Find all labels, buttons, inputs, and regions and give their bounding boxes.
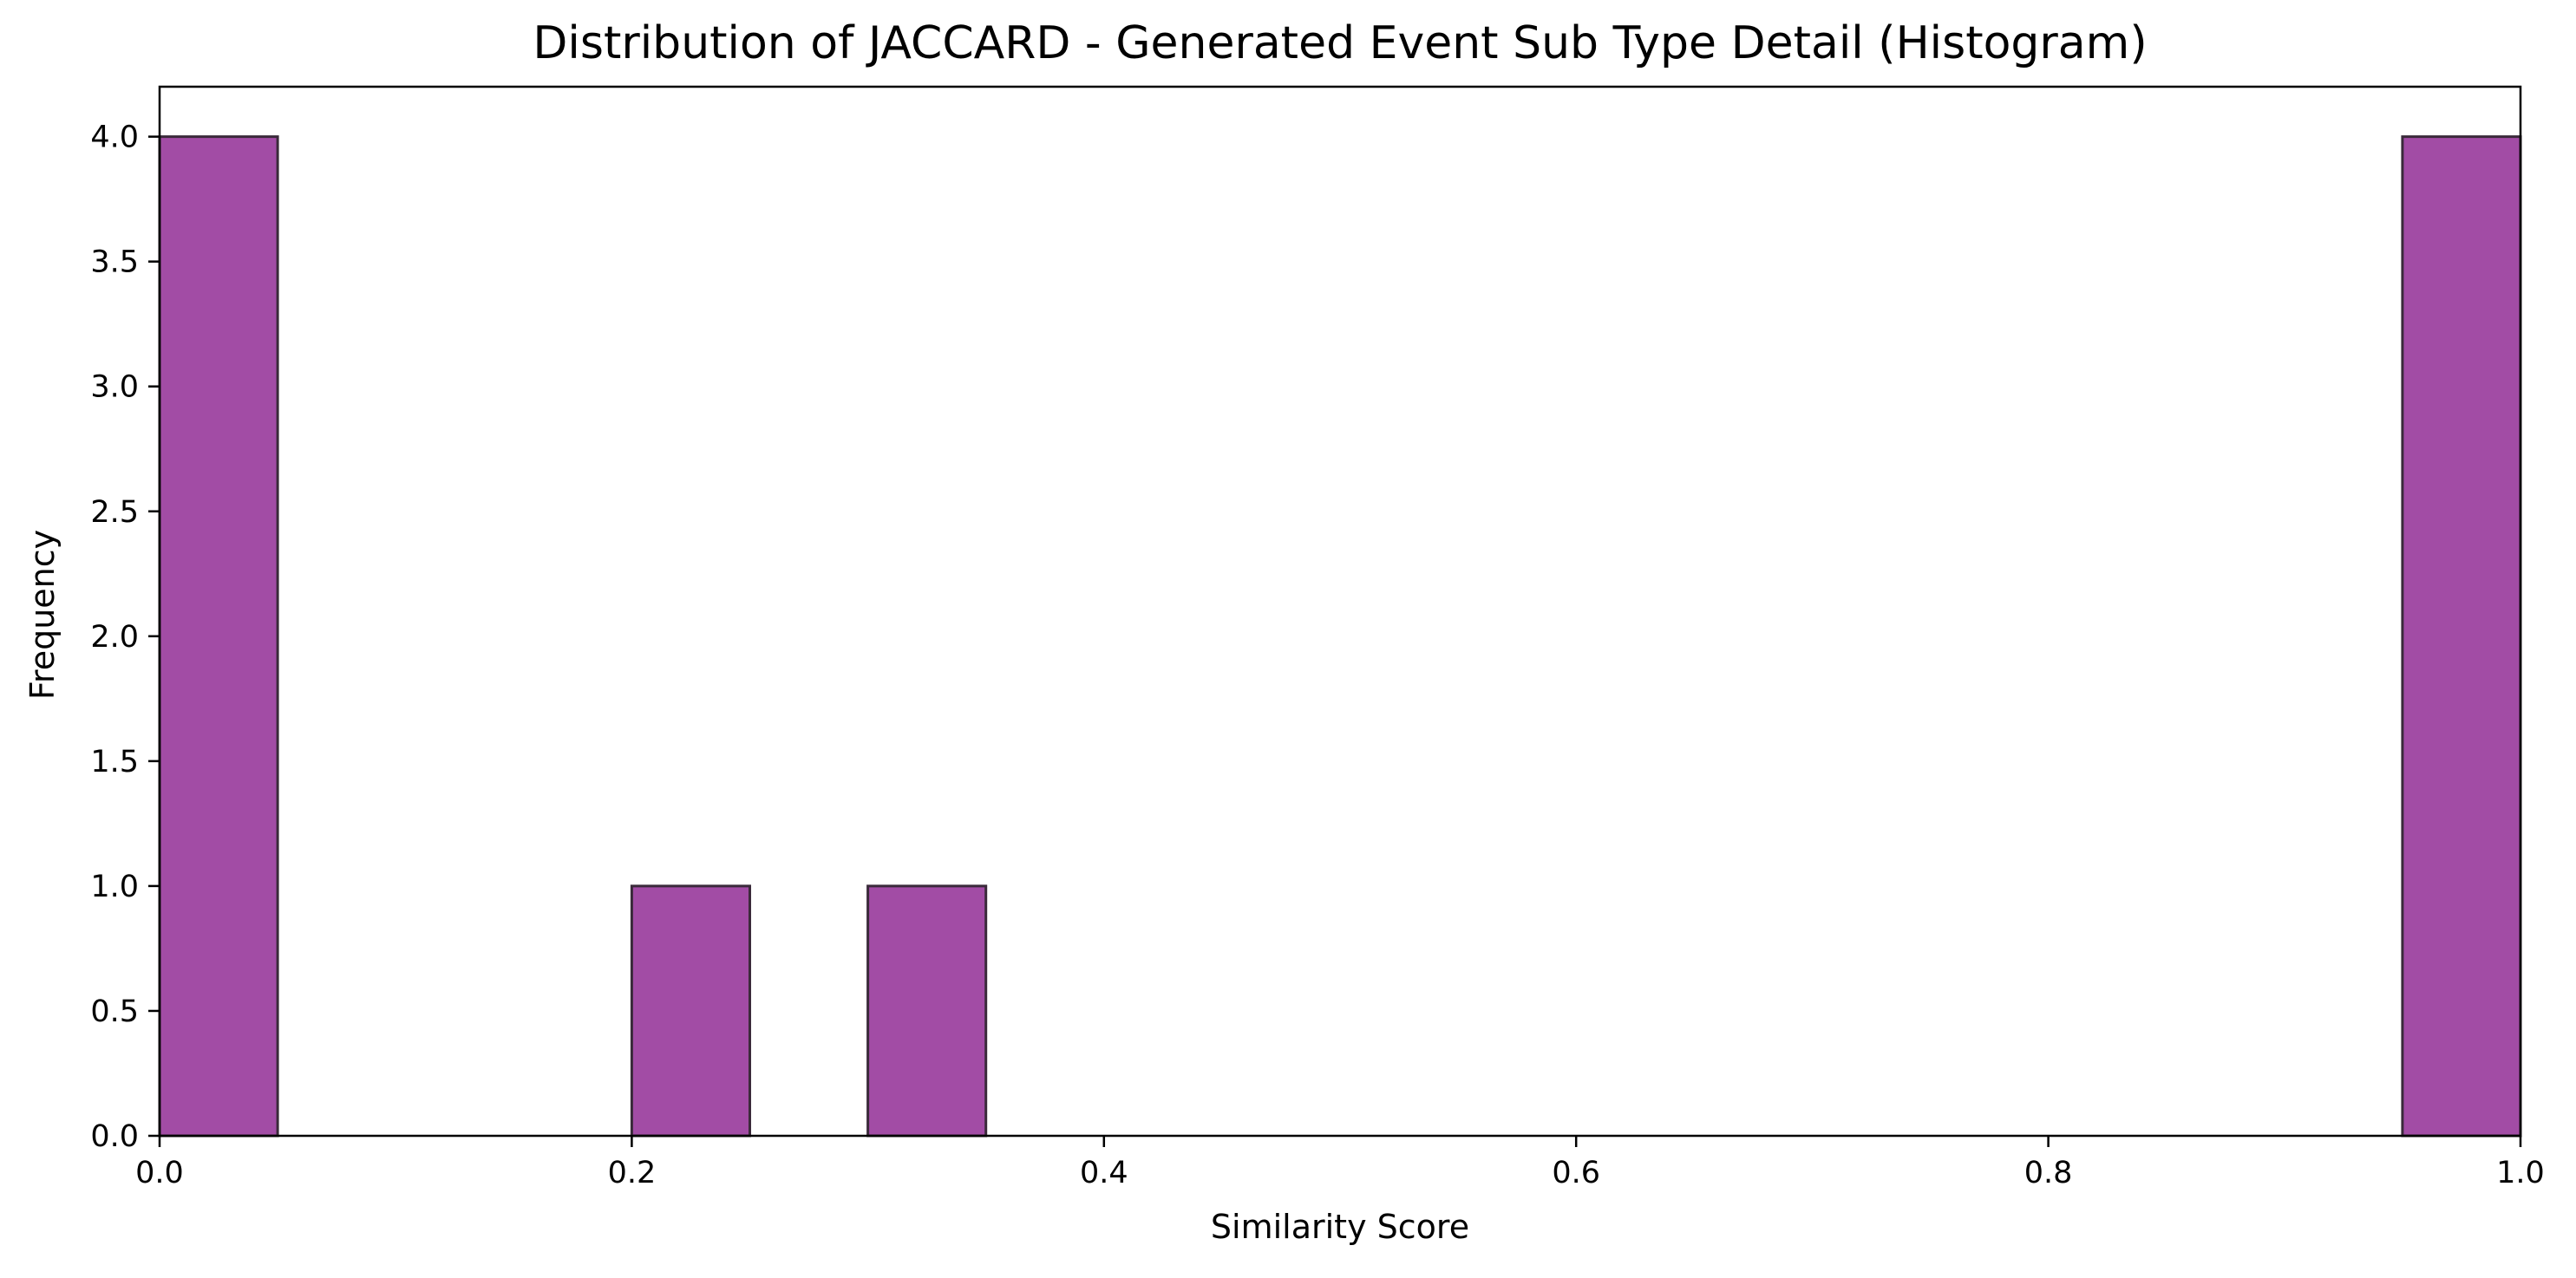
x-tick-label: 0.2 <box>608 1156 657 1190</box>
histogram-bar-6 <box>866 884 988 1138</box>
x-axis-label: Similarity Score <box>1211 1208 1469 1246</box>
y-tick-label: 0.5 <box>90 994 139 1029</box>
x-tick-label: 0.6 <box>1552 1156 1600 1190</box>
bars-layer <box>158 135 2522 1138</box>
plot-frame <box>158 85 2522 1138</box>
y-axis-label: Frequency <box>23 530 62 700</box>
histogram-bar-4 <box>630 884 752 1138</box>
y-tick-label: 3.5 <box>90 245 139 280</box>
y-tick-label: 1.0 <box>90 870 139 904</box>
y-tick-label: 4.0 <box>90 121 139 155</box>
y-tick-label: 3.0 <box>90 370 139 405</box>
y-tick-label: 0.0 <box>90 1119 139 1154</box>
x-tick-label: 0.8 <box>2024 1156 2073 1190</box>
x-tick-label: 0.4 <box>1080 1156 1128 1190</box>
y-tick-label: 2.0 <box>90 620 139 655</box>
x-tick-label: 1.0 <box>2496 1156 2545 1190</box>
histogram-bar-19 <box>2401 135 2522 1138</box>
x-tick-label: 0.0 <box>135 1156 184 1190</box>
histogram-bar-0 <box>158 135 279 1138</box>
ticks-layer: 0.0 0.2 0.4 0.6 0.8 1.0 0.0 0.5 1.0 1.5 2.0 2.5 3.0 3… <box>90 121 2545 1190</box>
y-tick-label: 2.5 <box>90 495 139 530</box>
chart-title: Distribution of JACCARD - Generated Even… <box>533 17 2147 69</box>
y-tick-label: 1.5 <box>90 745 139 779</box>
